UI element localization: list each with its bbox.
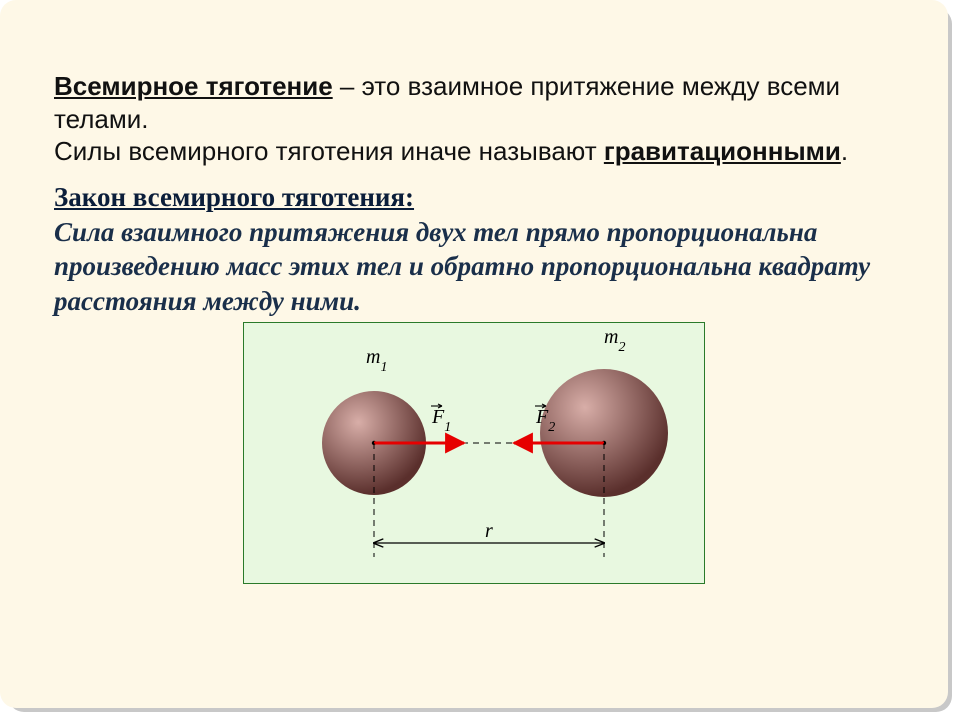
diagram-container: m1m2F1F2r — [54, 322, 894, 589]
content-card: Всемирное тяготение – это взаимное притя… — [0, 0, 948, 708]
gravity-diagram: m1m2F1F2r — [243, 322, 705, 584]
line2a: Силы всемирного тяготения иначе называют — [54, 136, 604, 166]
term: Всемирное тяготение — [54, 71, 333, 101]
slide: Всемирное тяготение – это взаимное притя… — [0, 0, 960, 720]
line2b: гравитационными — [604, 136, 841, 166]
svg-text:F1: F1 — [431, 406, 451, 435]
law-body: Сила взаимного притяжения двух тел прямо… — [54, 215, 894, 319]
definition-paragraph: Всемирное тяготение – это взаимное притя… — [54, 70, 894, 168]
svg-text:m2: m2 — [604, 326, 625, 355]
line2c: . — [841, 136, 848, 166]
svg-text:r: r — [485, 520, 493, 542]
svg-text:m1: m1 — [366, 346, 387, 375]
law-title: Закон всемирного тяготения: — [54, 182, 894, 213]
diagram-svg: m1m2F1F2r — [244, 323, 704, 583]
